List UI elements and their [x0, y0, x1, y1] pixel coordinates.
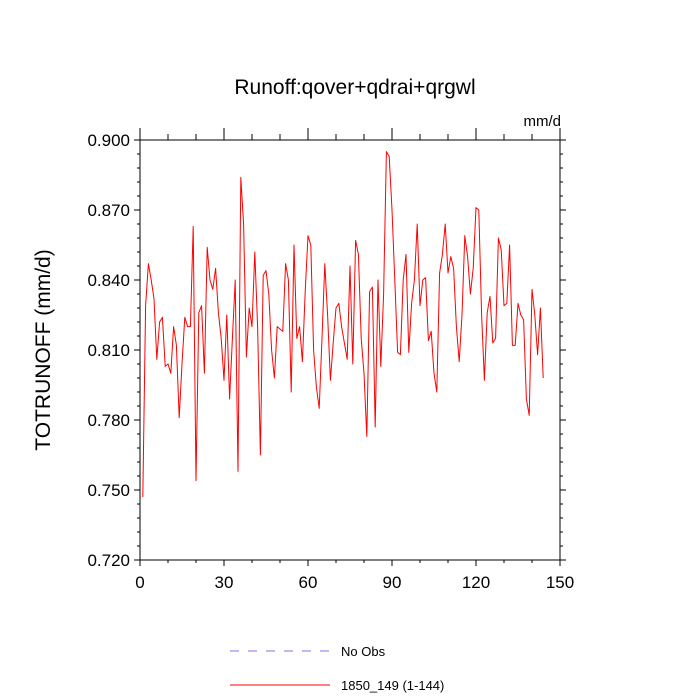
y-tick-label: 0.810: [87, 341, 130, 360]
x-tick-label: 30: [215, 573, 234, 592]
y-tick-labels: 0.720 0.750 0.780 0.810 0.840 0.870 0.900: [87, 131, 130, 570]
y-tick-label: 0.840: [87, 271, 130, 290]
series-line: [142, 151, 544, 498]
units-label: mm/d: [524, 113, 562, 130]
y-tick-label: 0.780: [87, 411, 130, 430]
y-axis-label: TOTRUNOFF (mm/d): [32, 249, 55, 450]
series-layer: [142, 151, 544, 498]
y-tick-label: 0.870: [87, 201, 130, 220]
legend: No Obs 1850_149 (1-144): [230, 644, 444, 693]
y-tick-label: 0.720: [87, 551, 130, 570]
y-tick-label: 0.900: [87, 131, 130, 150]
x-tick-label: 120: [462, 573, 490, 592]
legend-label: No Obs: [341, 644, 386, 659]
y-tick-label: 0.750: [87, 481, 130, 500]
x-tick-label: 60: [299, 573, 318, 592]
x-tick-label: 90: [383, 573, 402, 592]
x-tick-label: 0: [135, 573, 144, 592]
legend-label: 1850_149 (1-144): [341, 678, 444, 693]
chart-title: Runoff:qover+qdrai+qrgwl: [234, 76, 475, 99]
axis-ticks: [134, 128, 566, 566]
x-tick-label: 150: [546, 573, 574, 592]
x-tick-labels: 0 30 60 90 120 150: [135, 573, 574, 592]
